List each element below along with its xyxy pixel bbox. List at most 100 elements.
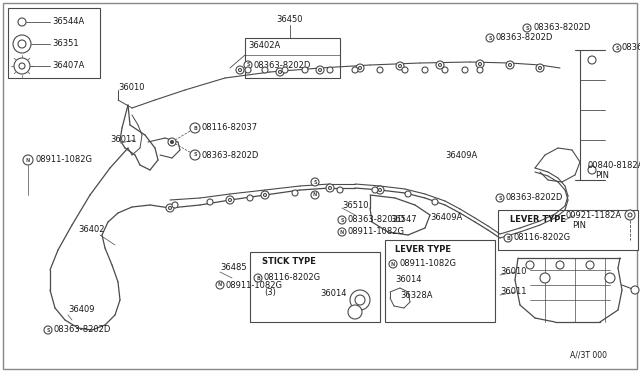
- Circle shape: [605, 273, 615, 283]
- Circle shape: [337, 187, 343, 193]
- Text: LEVER TYPE: LEVER TYPE: [510, 215, 566, 224]
- Circle shape: [405, 191, 411, 197]
- Circle shape: [13, 35, 31, 53]
- Circle shape: [302, 67, 308, 73]
- Text: 36328A: 36328A: [400, 291, 433, 299]
- Text: 08363-8202D: 08363-8202D: [506, 193, 563, 202]
- Text: 36010: 36010: [500, 267, 527, 276]
- Text: 08363-8202D: 08363-8202D: [254, 61, 312, 70]
- Circle shape: [216, 281, 224, 289]
- Text: 36011: 36011: [110, 135, 136, 144]
- Circle shape: [328, 186, 332, 189]
- Text: S: S: [193, 153, 196, 157]
- Text: PIN: PIN: [595, 171, 609, 180]
- Circle shape: [588, 56, 596, 64]
- Text: 00840-8182A: 00840-8182A: [588, 160, 640, 170]
- Circle shape: [226, 196, 234, 204]
- Text: S: S: [499, 196, 502, 201]
- Bar: [385, 240, 495, 322]
- Circle shape: [14, 58, 30, 74]
- Text: 36409A: 36409A: [445, 151, 477, 160]
- Circle shape: [536, 64, 544, 72]
- Circle shape: [190, 123, 200, 133]
- Text: 08363-8202D: 08363-8202D: [202, 151, 259, 160]
- Bar: [498, 210, 638, 250]
- Text: 08911-1082G: 08911-1082G: [35, 155, 92, 164]
- Circle shape: [18, 18, 26, 26]
- Text: STICK TYPE: STICK TYPE: [262, 257, 316, 266]
- Text: S: S: [46, 327, 50, 333]
- Circle shape: [422, 67, 428, 73]
- Circle shape: [476, 60, 484, 68]
- Text: 08116-82037: 08116-82037: [202, 124, 258, 132]
- Circle shape: [506, 61, 514, 69]
- Circle shape: [538, 67, 541, 70]
- Circle shape: [352, 67, 358, 73]
- Text: S: S: [313, 180, 317, 185]
- Circle shape: [486, 34, 494, 42]
- Circle shape: [399, 64, 401, 67]
- Circle shape: [18, 40, 26, 48]
- Circle shape: [207, 199, 213, 205]
- Text: 36544A: 36544A: [52, 17, 84, 26]
- Text: 36409: 36409: [68, 305, 95, 314]
- Circle shape: [264, 193, 266, 196]
- Bar: [245, 38, 340, 78]
- Text: 36409A: 36409A: [430, 214, 462, 222]
- Circle shape: [282, 67, 288, 73]
- Circle shape: [245, 67, 251, 73]
- Text: A//3T 000: A//3T 000: [570, 350, 607, 359]
- Circle shape: [327, 67, 333, 73]
- Text: 36014: 36014: [320, 289, 346, 298]
- Circle shape: [350, 290, 370, 310]
- Circle shape: [247, 195, 253, 201]
- Circle shape: [168, 206, 172, 209]
- Circle shape: [479, 62, 481, 65]
- Circle shape: [588, 166, 596, 174]
- Circle shape: [190, 150, 200, 160]
- Text: S: S: [488, 35, 492, 41]
- Text: 08363-8202D: 08363-8202D: [496, 33, 554, 42]
- Text: B: B: [256, 276, 260, 280]
- Circle shape: [477, 67, 483, 73]
- Circle shape: [540, 273, 550, 283]
- Circle shape: [625, 210, 635, 220]
- Circle shape: [378, 189, 381, 192]
- Circle shape: [262, 67, 268, 73]
- Circle shape: [254, 274, 262, 282]
- Circle shape: [311, 191, 319, 199]
- Circle shape: [276, 68, 284, 76]
- Circle shape: [19, 63, 25, 69]
- Circle shape: [356, 64, 364, 72]
- Circle shape: [261, 191, 269, 199]
- Circle shape: [504, 234, 512, 242]
- Circle shape: [348, 305, 362, 319]
- Circle shape: [438, 64, 442, 67]
- Text: 36450: 36450: [276, 16, 303, 25]
- Circle shape: [372, 187, 378, 193]
- Text: 36014: 36014: [395, 276, 422, 285]
- Text: S: S: [246, 62, 250, 67]
- Circle shape: [319, 68, 321, 71]
- Text: S: S: [340, 218, 344, 222]
- Circle shape: [389, 260, 397, 268]
- Circle shape: [432, 199, 438, 205]
- Text: 08911-1082G: 08911-1082G: [226, 280, 283, 289]
- Circle shape: [44, 326, 52, 334]
- Circle shape: [239, 68, 241, 71]
- Circle shape: [172, 202, 178, 208]
- Circle shape: [355, 295, 365, 305]
- Circle shape: [376, 186, 384, 194]
- Circle shape: [236, 66, 244, 74]
- Circle shape: [326, 184, 334, 192]
- Text: 08116-8202G: 08116-8202G: [264, 273, 321, 282]
- Circle shape: [168, 138, 176, 146]
- Circle shape: [523, 24, 531, 32]
- Circle shape: [556, 261, 564, 269]
- Text: PIN: PIN: [572, 221, 586, 230]
- Text: 36011: 36011: [500, 288, 527, 296]
- Text: LEVER TYPE: LEVER TYPE: [395, 246, 451, 254]
- Text: N: N: [340, 230, 344, 234]
- Text: N: N: [391, 262, 395, 266]
- Circle shape: [436, 61, 444, 69]
